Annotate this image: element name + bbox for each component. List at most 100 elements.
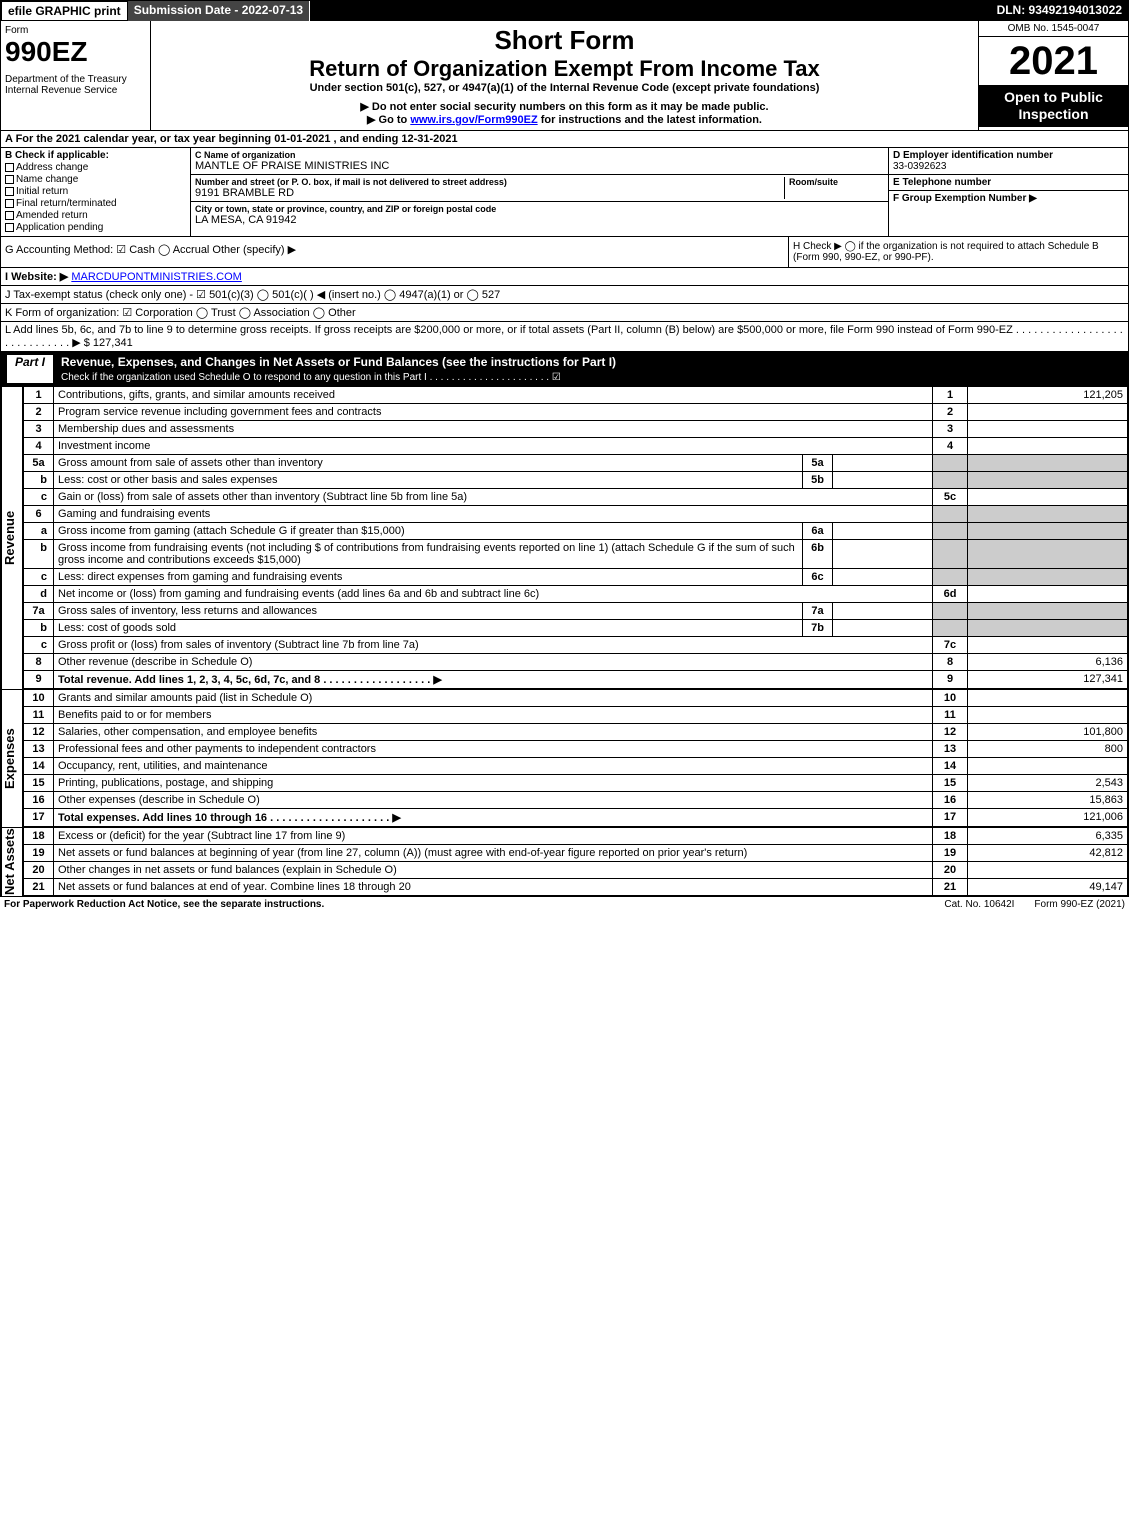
header-left: Form 990EZ Department of the Treasury In… — [1, 21, 151, 130]
amt-1: 121,205 — [968, 387, 1128, 404]
accounting-method: G Accounting Method: ☑ Cash ◯ Accrual Ot… — [1, 237, 788, 267]
line-6c: cLess: direct expenses from gaming and f… — [24, 569, 1128, 586]
form-word: Form — [5, 25, 146, 36]
goto-link[interactable]: www.irs.gov/Form990EZ — [410, 114, 537, 126]
line-16: 16Other expenses (describe in Schedule O… — [24, 792, 1128, 809]
form-number: 990EZ — [5, 36, 146, 68]
i-pre: I Website: ▶ — [5, 271, 68, 283]
netassets-section: Net Assets 18Excess or (deficit) for the… — [1, 827, 1128, 896]
section-d-f: D Employer identification number 33-0392… — [888, 148, 1128, 236]
amt-6d — [968, 586, 1128, 603]
chk-application-pending[interactable]: Application pending — [5, 222, 186, 233]
sub-6b — [833, 540, 933, 569]
sub-7a — [833, 603, 933, 620]
part-i-label: Part I — [7, 355, 53, 383]
part-i-header: Part I Revenue, Expenses, and Changes in… — [1, 352, 1128, 386]
d-ein-label: D Employer identification number — [893, 150, 1124, 161]
h-schedule-b: H Check ▶ ◯ if the organization is not r… — [788, 237, 1128, 267]
row-k-org-form: K Form of organization: ☑ Corporation ◯ … — [1, 304, 1128, 322]
amt-7c — [968, 637, 1128, 654]
goto-post: for instructions and the latest informat… — [538, 114, 762, 126]
line-19: 19Net assets or fund balances at beginni… — [24, 845, 1128, 862]
line-6a: aGross income from gaming (attach Schedu… — [24, 523, 1128, 540]
line-8: 8Other revenue (describe in Schedule O)8… — [24, 654, 1128, 671]
line-13: 13Professional fees and other payments t… — [24, 741, 1128, 758]
sub-5b — [833, 472, 933, 489]
amt-20 — [968, 862, 1128, 879]
subtitle-under: Under section 501(c), 527, or 4947(a)(1)… — [155, 82, 974, 94]
form-page: efile GRAPHIC print Submission Date - 20… — [0, 0, 1129, 897]
page-footer: For Paperwork Reduction Act Notice, see … — [0, 897, 1129, 912]
line-7a: 7aGross sales of inventory, less returns… — [24, 603, 1128, 620]
line-15: 15Printing, publications, postage, and s… — [24, 775, 1128, 792]
efile-print-label[interactable]: efile GRAPHIC print — [1, 1, 128, 21]
amt-17: 121,006 — [968, 809, 1128, 827]
line-20: 20Other changes in net assets or fund ba… — [24, 862, 1128, 879]
revenue-side-label: Revenue — [1, 386, 23, 689]
chk-amended-return[interactable]: Amended return — [5, 210, 186, 221]
info-block: B Check if applicable: Address change Na… — [1, 148, 1128, 237]
sub-6c — [833, 569, 933, 586]
line-7b: bLess: cost of goods sold7b — [24, 620, 1128, 637]
line-10: 10Grants and similar amounts paid (list … — [24, 690, 1128, 707]
footer-catno: Cat. No. 10642I — [944, 899, 1014, 910]
omb-number: OMB No. 1545-0047 — [979, 21, 1128, 37]
amt-8: 6,136 — [968, 654, 1128, 671]
line-11: 11Benefits paid to or for members11 — [24, 707, 1128, 724]
line-7c: cGross profit or (loss) from sales of in… — [24, 637, 1128, 654]
amt-11 — [968, 707, 1128, 724]
amt-12: 101,800 — [968, 724, 1128, 741]
row-a-period: A For the 2021 calendar year, or tax yea… — [1, 131, 1128, 148]
amt-5c — [968, 489, 1128, 506]
row-g-h: G Accounting Method: ☑ Cash ◯ Accrual Ot… — [1, 237, 1128, 268]
dept-label: Department of the Treasury Internal Reve… — [5, 74, 146, 96]
section-c: C Name of organization MANTLE OF PRAISE … — [191, 148, 888, 236]
section-b: B Check if applicable: Address change Na… — [1, 148, 191, 236]
c-name-label: C Name of organization — [195, 150, 884, 160]
chk-address-change[interactable]: Address change — [5, 162, 186, 173]
expenses-side-label: Expenses — [1, 689, 23, 827]
b-label: B Check if applicable: — [5, 150, 186, 161]
goto-line: ▶ Go to www.irs.gov/Form990EZ for instru… — [155, 113, 974, 126]
amt-19: 42,812 — [968, 845, 1128, 862]
row-l-gross-receipts: L Add lines 5b, 6c, and 7b to line 9 to … — [1, 322, 1128, 352]
footer-paperwork: For Paperwork Reduction Act Notice, see … — [4, 899, 324, 910]
line-6: 6Gaming and fundraising events — [24, 506, 1128, 523]
line-18: 18Excess or (deficit) for the year (Subt… — [24, 828, 1128, 845]
expenses-table: 10Grants and similar amounts paid (list … — [23, 689, 1128, 827]
line-6b: bGross income from fundraising events (n… — [24, 540, 1128, 569]
sub-5a — [833, 455, 933, 472]
website-link[interactable]: MARCDUPONTMINISTRIES.COM — [71, 271, 242, 283]
row-i-website: I Website: ▶ MARCDUPONTMINISTRIES.COM — [1, 268, 1128, 286]
submission-date: Submission Date - 2022-07-13 — [128, 1, 310, 21]
e-tel-label: E Telephone number — [893, 177, 1124, 188]
goto-pre: ▶ Go to — [367, 114, 410, 126]
amt-4 — [968, 438, 1128, 455]
chk-name-change[interactable]: Name change — [5, 174, 186, 185]
line-5c: cGain or (loss) from sale of assets othe… — [24, 489, 1128, 506]
title-short: Short Form — [155, 25, 974, 56]
amt-14 — [968, 758, 1128, 775]
line-4: 4Investment income4 — [24, 438, 1128, 455]
part-i-sub: Check if the organization used Schedule … — [61, 372, 561, 383]
chk-initial-return[interactable]: Initial return — [5, 186, 186, 197]
line-17: 17Total expenses. Add lines 10 through 1… — [24, 809, 1128, 827]
line-2: 2Program service revenue including gover… — [24, 404, 1128, 421]
city-val: LA MESA, CA 91942 — [195, 214, 884, 226]
warn-ssn: ▶ Do not enter social security numbers o… — [155, 100, 974, 113]
amt-13: 800 — [968, 741, 1128, 758]
line-12: 12Salaries, other compensation, and empl… — [24, 724, 1128, 741]
amt-3 — [968, 421, 1128, 438]
form-header: Form 990EZ Department of the Treasury In… — [1, 21, 1128, 131]
line-1: 1Contributions, gifts, grants, and simil… — [24, 387, 1128, 404]
f-group-label: F Group Exemption Number ▶ — [893, 193, 1124, 204]
amt-2 — [968, 404, 1128, 421]
street-val: 9191 BRAMBLE RD — [195, 187, 784, 199]
footer-formref: Form 990-EZ (2021) — [1034, 899, 1125, 910]
amt-21: 49,147 — [968, 879, 1128, 896]
header-center: Short Form Return of Organization Exempt… — [151, 21, 978, 130]
header-right: OMB No. 1545-0047 2021 Open to Public In… — [978, 21, 1128, 130]
chk-final-return[interactable]: Final return/terminated — [5, 198, 186, 209]
title-return: Return of Organization Exempt From Incom… — [155, 56, 974, 82]
sub-6a — [833, 523, 933, 540]
